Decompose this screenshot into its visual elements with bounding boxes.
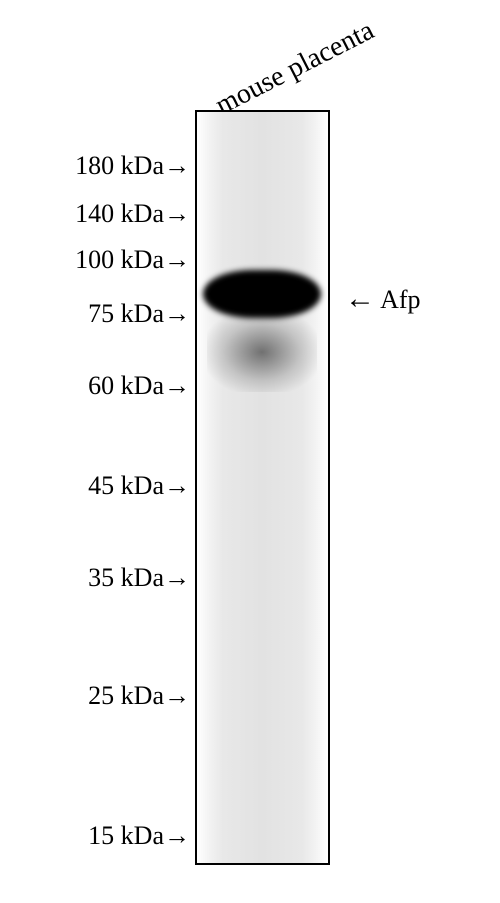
target-text: Afp	[380, 285, 420, 314]
arrow-right-icon: →	[164, 150, 190, 180]
arrow-right-icon: →	[164, 298, 190, 328]
marker-label: 100 kDa	[75, 245, 164, 274]
marker-180: 180 kDa→	[35, 150, 190, 181]
watermark-text: WWW.PTGLAB.COM	[195, 285, 197, 782]
blot-lane-bg	[197, 112, 328, 863]
band-smear	[207, 312, 317, 392]
marker-label: 75 kDa	[88, 299, 164, 328]
arrow-right-icon: →	[164, 680, 190, 710]
arrow-right-icon: →	[164, 244, 190, 274]
arrow-right-icon: →	[164, 470, 190, 500]
marker-140: 140 kDa→	[35, 198, 190, 229]
marker-60: 60 kDa→	[50, 370, 190, 401]
marker-label: 25 kDa	[88, 681, 164, 710]
afp-band	[203, 270, 321, 318]
marker-label: 45 kDa	[88, 471, 164, 500]
target-label: ← Afp	[345, 282, 421, 316]
marker-label: 140 kDa	[75, 199, 164, 228]
marker-45: 45 kDa→	[50, 470, 190, 501]
marker-75: 75 kDa→	[50, 298, 190, 329]
arrow-right-icon: →	[164, 370, 190, 400]
marker-35: 35 kDa→	[50, 562, 190, 593]
marker-25: 25 kDa→	[50, 680, 190, 711]
marker-100: 100 kDa→	[35, 244, 190, 275]
arrow-right-icon: →	[164, 820, 190, 850]
blot-frame: WWW.PTGLAB.COM	[195, 110, 330, 865]
lane-label: mouse placenta	[210, 15, 379, 122]
marker-label: 60 kDa	[88, 371, 164, 400]
marker-label: 15 kDa	[88, 821, 164, 850]
arrow-right-icon: →	[164, 562, 190, 592]
marker-15: 15 kDa→	[50, 820, 190, 851]
arrow-right-icon: →	[164, 198, 190, 228]
marker-label: 35 kDa	[88, 563, 164, 592]
marker-label: 180 kDa	[75, 151, 164, 180]
arrow-left-icon: ←	[345, 282, 375, 315]
